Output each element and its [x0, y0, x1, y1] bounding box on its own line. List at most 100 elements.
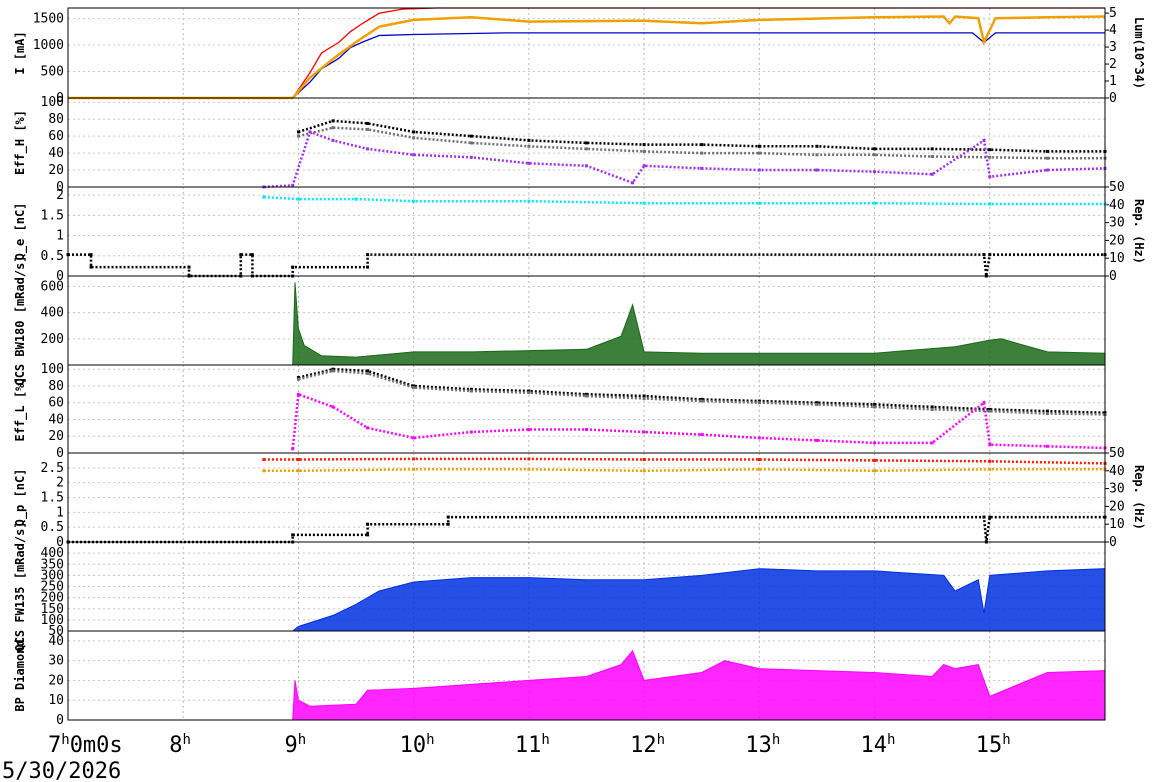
- series-2-point: [930, 441, 934, 445]
- series-0-point: [930, 405, 934, 409]
- series-0-point: [642, 458, 646, 462]
- left-tick-label: 350: [41, 557, 64, 572]
- series-0-point: [757, 458, 761, 462]
- series-1-point: [366, 253, 370, 257]
- series-2-point: [982, 515, 986, 519]
- left-tick-label: 60: [48, 396, 64, 411]
- left-tick-label: 200: [41, 591, 64, 606]
- series-0-point: [642, 143, 646, 147]
- series-2-trace: [263, 130, 1106, 189]
- series-0-point: [331, 367, 335, 371]
- series-1-point: [366, 127, 370, 131]
- series-2-point: [585, 164, 588, 168]
- series-2-point: [642, 164, 646, 168]
- series-2-point: [469, 430, 473, 434]
- left-tick-label: 80: [48, 379, 64, 394]
- left-tick-label: 30: [48, 654, 64, 669]
- series-2-point: [366, 426, 370, 430]
- x-tick-label: 14h: [861, 732, 896, 758]
- left-tick-label: 600: [41, 279, 64, 294]
- series-2-point: [982, 138, 986, 142]
- x-tick-label: 15h: [976, 732, 1011, 758]
- series-2-point: [988, 515, 992, 519]
- series-0-point: [296, 197, 300, 201]
- series-0-trace: [263, 195, 1105, 206]
- series-1-point: [700, 399, 704, 403]
- left-tick-label: 10: [48, 693, 64, 708]
- left-tick-label: 0: [56, 269, 64, 284]
- series-0-point: [412, 199, 416, 203]
- left-tick-label: 60: [48, 129, 64, 144]
- series-0-point: [1045, 409, 1049, 413]
- series-1-point: [469, 389, 473, 393]
- series-0-point: [296, 458, 300, 462]
- series-2-point: [585, 428, 588, 432]
- y-axis-label-right: Rep. (Hz): [1132, 465, 1146, 530]
- right-tick-label: 0: [1109, 535, 1117, 550]
- series-1-point: [815, 402, 819, 406]
- series-0-point: [873, 201, 877, 205]
- series-2-point: [815, 438, 819, 442]
- series-2-point: [815, 168, 819, 172]
- left-tick-label: 1: [56, 229, 64, 244]
- series-2-point: [296, 392, 300, 396]
- left-tick-label: 0.5: [41, 520, 64, 535]
- series-0-point: [296, 130, 300, 134]
- left-tick-label: 1500: [33, 12, 64, 27]
- series-2-point: [331, 405, 335, 409]
- left-tick-label: 40: [48, 412, 64, 427]
- x-tick-label: 7h0m0s: [48, 732, 123, 758]
- left-tick-label: 0: [56, 446, 64, 461]
- right-tick-label: 2: [1109, 57, 1117, 72]
- left-tick-label: 50: [48, 624, 64, 639]
- x-tick-label: 11h: [515, 732, 550, 758]
- series-2-point: [446, 515, 450, 519]
- series-1-point: [873, 405, 877, 409]
- series-2-point: [700, 166, 704, 170]
- series-2-point: [1045, 444, 1049, 448]
- series-0-area: [68, 282, 1106, 366]
- right-tick-label: 40: [1109, 198, 1125, 213]
- series-0-point: [757, 399, 761, 403]
- x-tick-label: 8h: [169, 732, 191, 758]
- right-tick-label: 50: [1109, 180, 1125, 195]
- left-tick-label: 2: [56, 476, 64, 491]
- series-1-point: [412, 136, 416, 140]
- series-0-point: [873, 147, 877, 151]
- right-tick-label: 1: [1109, 74, 1117, 89]
- series-0-point: [262, 195, 266, 199]
- series-2-point: [757, 168, 761, 172]
- series-1-trace: [68, 253, 1105, 278]
- series-1-point: [331, 126, 335, 130]
- series-0-point: [988, 459, 992, 463]
- series-0-point: [642, 201, 646, 205]
- left-tick-label: 20: [48, 163, 64, 178]
- left-tick-label: 200: [41, 332, 64, 347]
- y-axis-label-left: Eff_L [%]: [13, 376, 28, 441]
- series-0-point: [412, 130, 416, 134]
- right-tick-label: 40: [1109, 464, 1125, 479]
- series-1-point: [296, 134, 300, 138]
- left-tick-label: 100: [41, 95, 64, 110]
- series-1-point: [89, 265, 93, 269]
- series-1-point: [642, 149, 646, 153]
- series-1-line: [68, 32, 1105, 99]
- series-1-point: [982, 253, 986, 257]
- series-1-point: [89, 253, 93, 257]
- series-0-point: [700, 397, 704, 401]
- series-1-point: [250, 253, 254, 257]
- series-2-point: [757, 436, 761, 440]
- series-1-point: [585, 394, 588, 398]
- series-1-point: [988, 155, 992, 159]
- right-tick-label: 0: [1109, 91, 1117, 106]
- left-tick-label: 100: [41, 362, 64, 377]
- left-tick-label: 250: [41, 580, 64, 595]
- series-1-point: [331, 369, 335, 373]
- series-1-point: [262, 469, 266, 473]
- x-tick-label: 9h: [284, 732, 306, 758]
- panel-effh: 0 20 40 60 80 100 Eff_H [%]: [13, 95, 1107, 195]
- left-tick-label: 2: [56, 188, 64, 203]
- series-1-point: [700, 151, 704, 155]
- left-tick-label: 400: [41, 306, 64, 321]
- series-2-point: [1045, 168, 1049, 172]
